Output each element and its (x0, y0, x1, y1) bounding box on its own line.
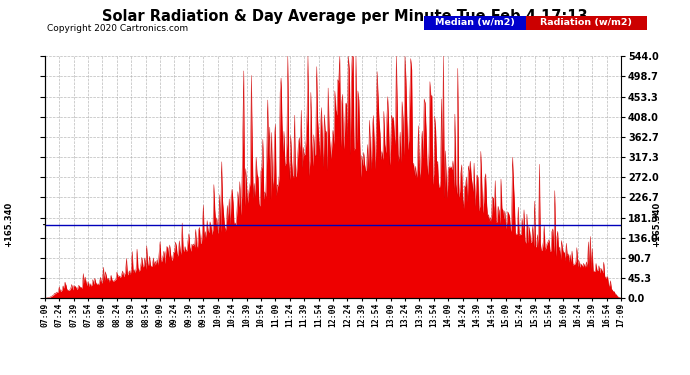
Text: +165.340: +165.340 (4, 202, 14, 247)
Text: Median (w/m2): Median (w/m2) (435, 18, 515, 27)
Text: Solar Radiation & Day Average per Minute Tue Feb 4 17:13: Solar Radiation & Day Average per Minute… (102, 9, 588, 24)
Text: Radiation (w/m2): Radiation (w/m2) (540, 18, 632, 27)
Text: Copyright 2020 Cartronics.com: Copyright 2020 Cartronics.com (47, 24, 188, 33)
Text: +165.340: +165.340 (652, 202, 662, 247)
